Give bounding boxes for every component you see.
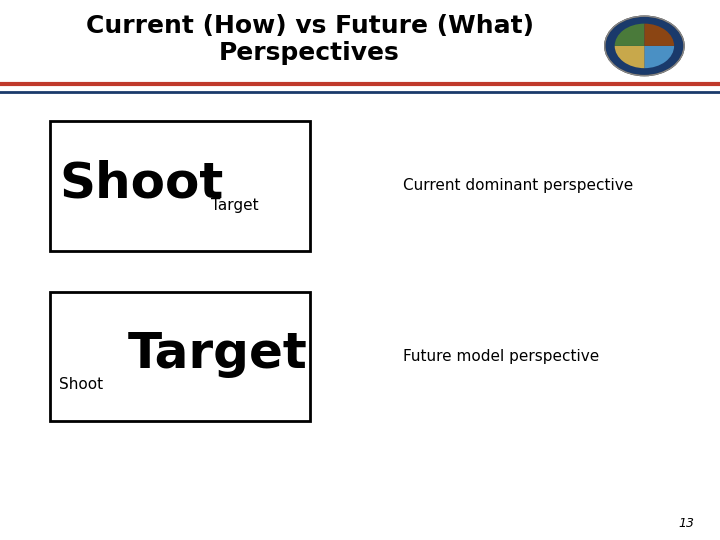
Wedge shape (644, 24, 674, 46)
Wedge shape (615, 46, 644, 68)
Text: 13: 13 (679, 517, 695, 530)
Wedge shape (644, 46, 674, 68)
Text: Shoot: Shoot (59, 160, 223, 208)
Text: Future model perspective: Future model perspective (403, 349, 600, 364)
Circle shape (605, 16, 684, 76)
Text: Current dominant perspective: Current dominant perspective (403, 178, 634, 193)
Wedge shape (615, 24, 644, 46)
Text: Current (How) vs Future (What)
Perspectives: Current (How) vs Future (What) Perspecti… (86, 14, 534, 65)
Text: Target: Target (211, 198, 258, 213)
Text: Target: Target (128, 330, 308, 378)
Bar (50, 292, 310, 421)
Text: Shoot: Shoot (59, 377, 103, 393)
Bar (50, 122, 310, 251)
